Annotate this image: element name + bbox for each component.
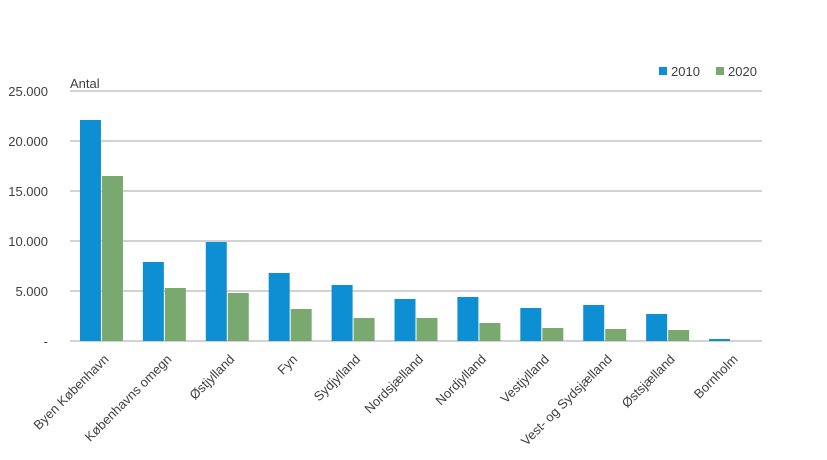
legend-label-2010: 2010 — [671, 64, 700, 79]
x-tick-label: Fyn — [274, 352, 300, 378]
y-tick-label: 15.000 — [8, 184, 48, 199]
x-tick-label: Østjylland — [186, 352, 237, 403]
bar-2020 — [164, 288, 186, 341]
legend-swatch-2010 — [659, 67, 667, 75]
y-tick-label: 20.000 — [8, 134, 48, 149]
y-tick-label: 5.000 — [15, 284, 48, 299]
bar-2010 — [457, 297, 479, 341]
bar-2020 — [101, 176, 123, 341]
y-tick-label: 10.000 — [8, 234, 48, 249]
x-tick-label: Østsjælland — [619, 352, 678, 411]
y-tick-label: 25.000 — [8, 84, 48, 99]
bar-2010 — [331, 285, 353, 341]
bar-2010 — [646, 314, 668, 341]
bar-2020 — [605, 329, 627, 341]
bar-2010 — [394, 299, 416, 341]
bar-2010 — [520, 308, 542, 341]
x-tick-label: Vestjylland — [497, 352, 552, 407]
y-axis-label: Antal — [70, 76, 100, 91]
bar-2010 — [709, 339, 731, 341]
x-tick-label: Nordjylland — [432, 352, 489, 409]
bar-2020 — [227, 293, 249, 341]
bar-2010 — [583, 305, 605, 341]
x-tick-label: Nordsjælland — [361, 352, 426, 417]
bar-2010 — [142, 262, 164, 341]
bar-2010 — [79, 120, 101, 341]
y-axis-ticks: - 5.000 10.000 15.000 20.000 25.000 — [8, 84, 48, 349]
bar-2020 — [290, 309, 312, 341]
x-tick-label: Sydjylland — [311, 352, 364, 405]
bars — [79, 120, 731, 341]
y-tick-label: - — [44, 334, 48, 349]
bar-2020 — [542, 328, 564, 341]
legend: 2010 2020 — [659, 64, 757, 79]
bar-2020 — [479, 323, 501, 341]
bar-2010 — [205, 242, 227, 341]
bar-2020 — [353, 318, 375, 341]
bar-2010 — [268, 273, 290, 341]
x-tick-label: Bornholm — [691, 352, 741, 402]
legend-label-2020: 2020 — [728, 64, 757, 79]
bar-2020 — [668, 330, 690, 341]
bar-2020 — [416, 318, 438, 341]
legend-swatch-2020 — [716, 67, 724, 75]
